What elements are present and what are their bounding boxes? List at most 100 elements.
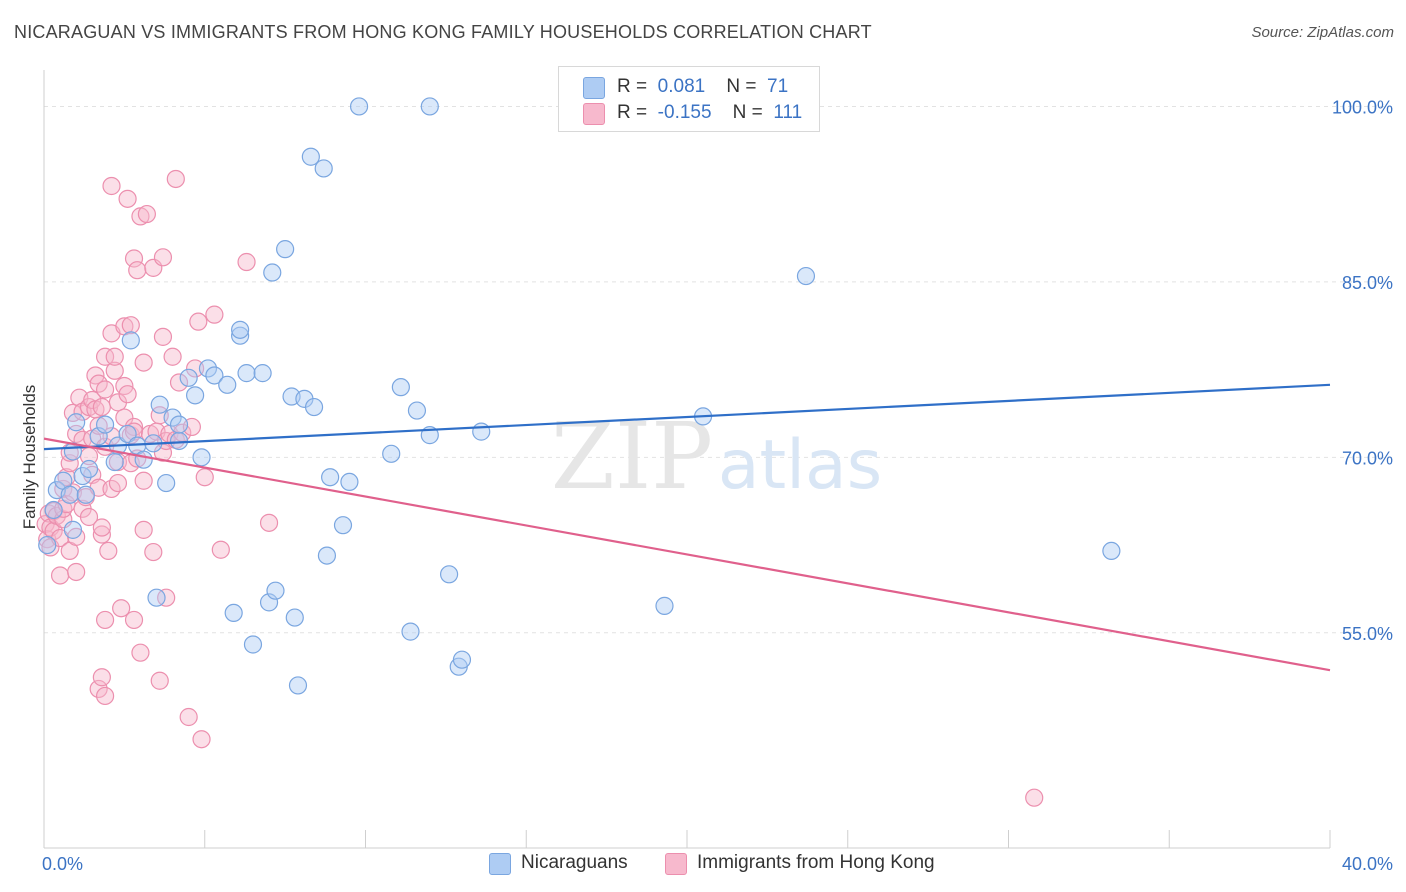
point-hong-kong [211,540,230,559]
point-nicaraguans [198,359,218,378]
point-nicaraguans [237,364,256,383]
point-hong-kong [118,385,137,404]
point-hong-kong [1025,788,1044,807]
point-hong-kong [108,473,128,493]
point-hong-kong [205,305,224,324]
point-hong-kong [259,513,279,532]
legend-label-nicaraguans: Nicaraguans [521,852,628,873]
y-tick-label: 100.0% [1332,97,1393,117]
y-tick-label: 85.0% [1342,273,1393,293]
watermark-atlas: atlas [718,426,882,505]
legend-r-label: R = [617,76,648,97]
point-hong-kong [124,249,144,268]
point-nicaraguans [276,240,295,259]
point-nicaraguans [333,516,353,535]
point-nicaraguans [76,485,95,504]
point-nicaraguans [169,415,189,434]
correlation-legend: R = 0.081 N = 71 R = -0.155 N = 111 [558,66,820,132]
point-nicaraguans [205,366,224,385]
legend-r-value: -0.155 [657,102,712,123]
point-hong-kong [121,316,140,335]
legend-n-label: N = [732,102,763,123]
point-hong-kong [237,252,256,272]
point-nicaraguans [472,422,491,441]
legend-n-value: 71 [767,76,789,97]
point-nicaraguans [285,608,304,627]
point-nicaraguans [60,485,79,504]
trend-line-nicaraguans [43,383,1331,451]
point-hong-kong [67,562,86,582]
point-hong-kong [153,327,173,346]
point-nicaraguans [218,375,237,394]
point-hong-kong [57,468,76,487]
legend-r-label: R = [617,102,648,123]
legend-swatch-blue [489,853,511,875]
point-nicaraguans [179,368,198,387]
point-nicaraguans [1102,541,1121,561]
point-hong-kong [195,468,214,487]
point-nicaraguans [796,266,816,286]
point-nicaraguans [95,415,115,434]
point-nicaraguans [243,635,263,654]
point-nicaraguans [89,427,108,446]
point-nicaraguans [401,622,420,641]
trend-line-hong-kong [43,437,1331,672]
point-nicaraguans [169,431,189,451]
legend-swatch-pink [665,853,687,875]
watermark: ZIP atlas [551,403,882,510]
legend-n-label: N = [726,76,757,97]
point-hong-kong [134,520,153,539]
point-hong-kong [89,416,108,435]
point-nicaraguans [340,472,359,492]
point-hong-kong [124,417,144,437]
y-axis-label: Family Households [20,385,39,530]
point-nicaraguans [382,444,401,463]
point-hong-kong [137,204,156,224]
point-nicaraguans [163,408,182,427]
point-hong-kong [169,373,189,392]
legend-r-value: 0.081 [657,76,706,97]
point-nicaraguans [147,588,166,607]
point-nicaraguans [157,473,176,493]
point-hong-kong [134,353,153,372]
point-nicaraguans [317,546,337,565]
point-hong-kong [131,643,150,662]
point-nicaraguans [231,326,250,345]
point-hong-kong [144,542,163,562]
legend-swatch-pink [583,103,605,125]
point-hong-kong [92,525,111,544]
point-hong-kong [112,599,131,618]
point-hong-kong [153,248,173,267]
point-nicaraguans [391,378,410,397]
point-nicaraguans [67,413,86,432]
point-hong-kong [95,347,115,366]
point-nicaraguans [266,581,285,600]
point-hong-kong [134,471,153,490]
legend-n-value: 111 [773,102,803,123]
point-nicaraguans [73,466,92,486]
point-nicaraguans [150,395,169,414]
point-nicaraguans [44,500,63,520]
point-hong-kong [50,566,70,585]
point-nicaraguans [121,331,140,350]
point-hong-kong [92,397,111,417]
point-nicaraguans [63,520,83,539]
point-hong-kong [89,679,108,699]
point-hong-kong [150,671,169,690]
point-nicaraguans [105,452,124,472]
series-nicaraguans-points [38,97,1121,695]
point-hong-kong [157,588,176,607]
point-nicaraguans [301,147,320,166]
point-hong-kong [99,541,118,561]
point-hong-kong [128,261,147,280]
y-tick-label: 70.0% [1342,448,1393,468]
point-hong-kong [192,730,211,749]
point-hong-kong [179,707,198,727]
point-nicaraguans [349,97,369,116]
point-nicaraguans [439,565,459,584]
point-nicaraguans [192,448,211,467]
point-hong-kong [105,361,124,380]
x-tick-label: 40.0% [1342,854,1393,874]
point-hong-kong [118,189,137,208]
